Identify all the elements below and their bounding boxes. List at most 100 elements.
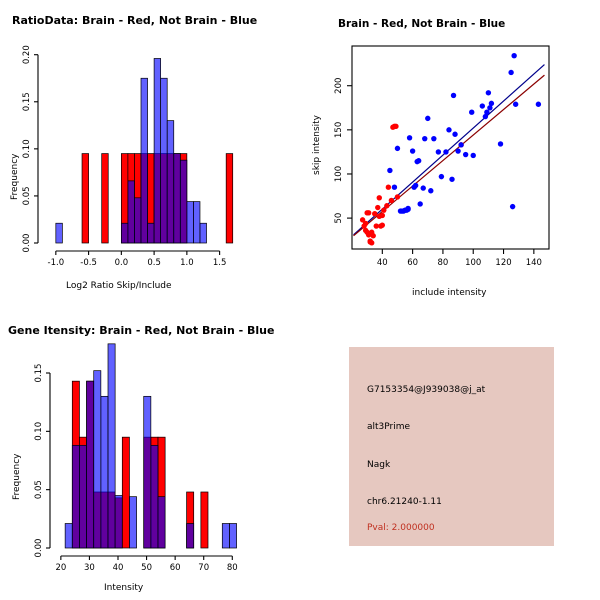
scatter-point-blue — [485, 90, 492, 96]
gene-intensity-histogram-panel: Gene Itensity: Brain - Red, Not Brain - … — [0, 310, 300, 600]
x-tick-label: 60 — [170, 563, 181, 573]
scatter-point-blue — [428, 188, 434, 194]
x-tick-label: 120 — [495, 258, 511, 268]
scatter-point-blue — [417, 201, 423, 207]
hist-bar-blue — [221, 523, 230, 549]
x-tick-label: -1.0 — [48, 258, 65, 268]
scatter-point-red — [393, 123, 399, 130]
scatter-point-red — [379, 222, 386, 228]
y-tick-label: 0.00 — [34, 539, 44, 558]
scatter-point-blue — [511, 53, 517, 59]
hist-bar-blue — [55, 222, 63, 244]
hist-bar-blue — [143, 395, 152, 549]
scatter-point-blue — [387, 167, 393, 174]
ratio-histogram-panel: RatioData: Brain - Red, Not Brain - Blue… — [0, 0, 300, 300]
scatter-point-blue — [409, 148, 416, 154]
hist-bar-red — [81, 153, 89, 244]
y-tick-label: 150 — [334, 122, 344, 138]
info-probeset-id: G7153354@J939038@j_at — [367, 385, 486, 395]
ratio-histogram-title: RatioData: Brain - Red, Not Brain - Blue — [12, 14, 258, 27]
gene-intensity-histogram-ylabel: Frequency — [12, 453, 22, 501]
intensity-scatter-ylabel: skip intensity — [312, 115, 322, 175]
x-tick-label: 140 — [526, 258, 542, 268]
hist-bar-blue — [147, 222, 155, 244]
scatter-point-red — [373, 223, 379, 229]
scatter-point-red — [376, 195, 382, 201]
hist-bar-blue — [134, 197, 142, 244]
x-tick-label: 20 — [55, 563, 66, 573]
scatter-point-red — [379, 212, 386, 219]
hist-bar-blue — [157, 496, 166, 549]
svg2-bars — [64, 343, 237, 549]
x-tick-label: 0.5 — [147, 258, 161, 268]
hist-bar-red — [121, 436, 130, 549]
scatter-point-blue — [443, 149, 449, 155]
scatter-point-blue — [512, 101, 519, 107]
y-tick-label: 200 — [334, 78, 344, 94]
x-tick-label: 40 — [113, 563, 124, 573]
scatter-point-blue — [482, 113, 489, 120]
info-event-type: alt3Prime — [367, 422, 411, 432]
scatter-point-blue — [425, 115, 431, 122]
hist-bar-red — [200, 491, 209, 549]
hist-bar-red — [225, 153, 234, 244]
info-locus: chr6.21240-1.11 — [367, 497, 442, 507]
x-tick-label: 80 — [227, 563, 238, 573]
y-tick-label: 50 — [334, 213, 344, 224]
info-gene-symbol: Nagk — [367, 460, 391, 470]
scatter-point-blue — [438, 173, 445, 180]
scatter-point-blue — [415, 158, 422, 164]
scatter-point-blue — [455, 148, 461, 154]
scatter-point-blue — [405, 205, 411, 212]
info-pvalue: Pval: 2.000000 — [367, 523, 435, 533]
hist-bar-blue — [107, 343, 116, 549]
scatter-point-red — [388, 197, 395, 204]
scatter-point-blue — [391, 184, 398, 190]
y-tick-label: 0.05 — [34, 480, 44, 499]
hist-bar-blue — [120, 222, 129, 244]
scatter-point-blue — [462, 151, 469, 158]
scatter-point-blue — [449, 176, 455, 182]
hist-bar-blue — [86, 380, 95, 549]
y-tick-label: 0.20 — [22, 45, 32, 64]
scatter-point-blue — [469, 109, 475, 115]
scatter-point-blue — [446, 127, 452, 133]
intensity-scatter-canvas: 50 100 150 200 40 60 80 100 120 140 — [334, 45, 550, 268]
hist-bar-blue — [79, 444, 87, 549]
scatter-point-blue — [435, 149, 442, 155]
scatter-point-red — [381, 207, 387, 213]
scatter-point-blue — [431, 135, 437, 142]
scatter-point-blue — [509, 203, 516, 210]
intensity-scatter-panel: Brain - Red, Not Brain - Blue skip inten… — [300, 0, 600, 310]
hist-bar-blue — [186, 523, 195, 549]
scatter-point-blue — [452, 131, 458, 137]
x-tick-label: 50 — [141, 563, 152, 573]
plot-frame — [351, 45, 550, 250]
y-tick-label: 100 — [334, 166, 344, 182]
x-tick-label: -0.5 — [80, 258, 97, 268]
hist-bar-blue — [186, 201, 194, 244]
scatter-point-blue — [406, 135, 413, 141]
gene-intensity-histogram-xlabel: Intensity — [104, 583, 144, 593]
gene-intensity-histogram-canvas: 0.00 0.05 0.10 0.15 20 30 40 50 60 70 80 — [34, 343, 238, 573]
scatter-point-red — [365, 210, 372, 216]
x-tick-label: 1.0 — [180, 258, 194, 268]
scatter-point-blue — [420, 185, 426, 191]
hist-bar-blue — [179, 159, 188, 244]
scatter-point-red — [362, 220, 369, 227]
gene-info-panel: G7153354@J939038@j_at alt3Prime Nagk chr… — [349, 347, 554, 546]
hist-bar-blue — [129, 496, 137, 549]
y-tick-label: 0.00 — [22, 234, 32, 253]
scatter-point-red — [370, 233, 376, 239]
hist-bar-blue — [114, 495, 123, 549]
scatter-point-blue — [508, 69, 514, 76]
scatter-point-red — [385, 184, 392, 190]
scatter-point-blue — [487, 105, 493, 111]
hist-bar-blue — [127, 180, 135, 244]
y-tick-label: 0.15 — [22, 92, 32, 111]
scatter-point-red — [384, 203, 390, 209]
svg0-bars — [55, 58, 234, 244]
hist-bar-red — [101, 153, 109, 244]
y-tick-label: 0.10 — [22, 139, 32, 158]
